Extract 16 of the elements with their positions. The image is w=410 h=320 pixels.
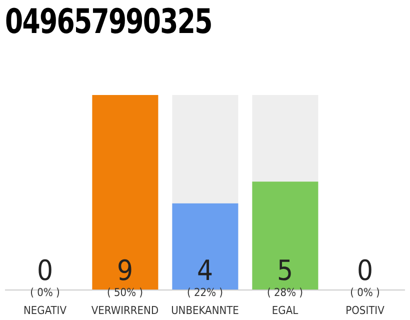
- annotation: ( 50% ): [106, 286, 144, 299]
- x-tick-label: NEGATIV: [24, 304, 67, 317]
- data-label: 0: [36, 254, 54, 287]
- x-tick-label: POSITIV: [346, 304, 385, 317]
- annotation: ( 22% ): [186, 286, 224, 299]
- annotation: ( 28% ): [266, 286, 304, 299]
- x-tick-label: EGAL: [272, 304, 299, 317]
- x-tick-label: UNBEKANNTE: [171, 304, 239, 317]
- chart-title: 049657990325: [5, 2, 212, 42]
- annotation: ( 0% ): [350, 286, 380, 299]
- data-label: 9: [116, 254, 134, 287]
- x-tick-label: VERWIRREND: [91, 304, 159, 317]
- annotation: ( 0% ): [30, 286, 60, 299]
- data-label: 0: [356, 254, 374, 287]
- data-label: 5: [276, 254, 294, 287]
- data-label: 4: [196, 254, 214, 287]
